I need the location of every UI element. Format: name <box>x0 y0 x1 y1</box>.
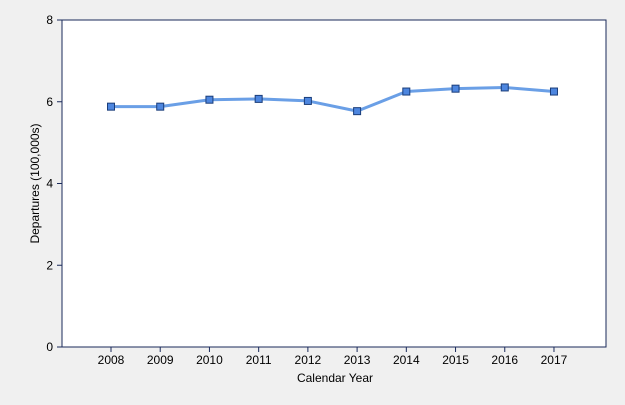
data-point-marker[interactable] <box>451 84 460 93</box>
y-tick-label: 8 <box>46 13 53 27</box>
data-point-marker[interactable] <box>549 87 558 96</box>
y-tick-label: 6 <box>46 95 53 109</box>
x-tick-label: 2011 <box>246 353 272 367</box>
data-point-marker[interactable] <box>500 83 509 92</box>
y-tick-label: 4 <box>46 177 53 191</box>
y-axis-label: Departures (100,000s) <box>28 123 42 243</box>
x-tick-label: 2013 <box>344 353 371 367</box>
x-tick-label: 2008 <box>98 353 125 367</box>
x-tick-label: 2010 <box>196 353 223 367</box>
y-axis-ticks: 0 2 4 6 8 <box>46 13 62 354</box>
x-axis-label: Calendar Year <box>297 371 373 385</box>
data-point-marker[interactable] <box>353 107 362 116</box>
data-point-marker[interactable] <box>205 95 214 104</box>
data-point-marker[interactable] <box>107 102 115 111</box>
x-tick-label: 2014 <box>393 353 420 367</box>
plot-area <box>61 19 607 348</box>
series-layer <box>107 83 558 116</box>
x-tick-label: 2016 <box>491 353 518 367</box>
y-tick-label: 0 <box>46 340 53 354</box>
data-point-marker[interactable] <box>303 96 312 105</box>
x-tick-label: 2012 <box>295 353 322 367</box>
series-line <box>109 85 556 113</box>
x-tick-label: 2009 <box>147 353 174 367</box>
y-tick-label: 2 <box>46 258 53 272</box>
data-point-marker[interactable] <box>254 94 263 103</box>
x-tick-label: 2017 <box>541 353 568 367</box>
x-tick-label: 2015 <box>442 353 469 367</box>
data-point-marker[interactable] <box>402 87 411 96</box>
x-axis-ticks: 2008 2009 2010 2011 2012 2013 2014 2015 2016 2017 <box>98 347 568 367</box>
data-point-marker[interactable] <box>156 102 165 111</box>
